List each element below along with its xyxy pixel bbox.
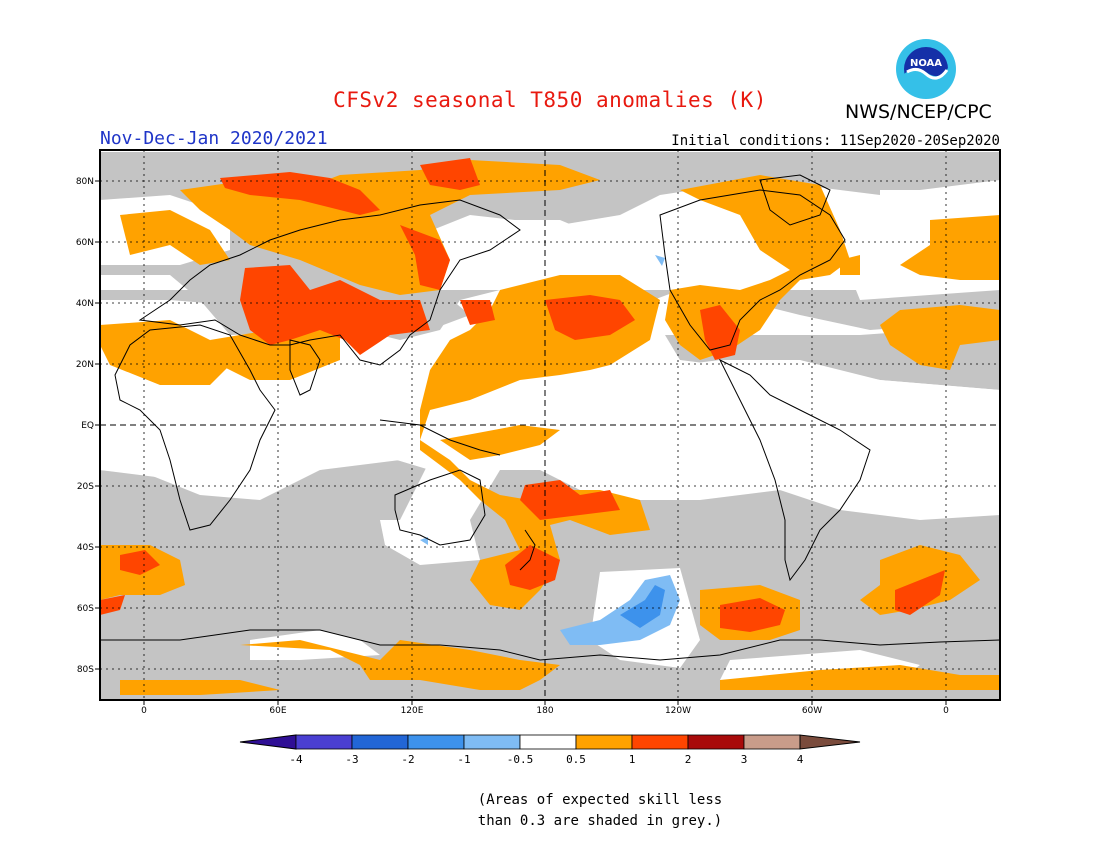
equator-dateline	[100, 150, 1000, 700]
lon-label: 180	[536, 706, 553, 716]
lat-label: EQ	[81, 421, 94, 431]
legend-swatch	[463, 734, 521, 750]
legend-tick-label: -4	[289, 753, 303, 766]
footnote: (Areas of expected skill less than 0.3 a…	[400, 790, 800, 832]
initial-conditions: Initial conditions: 11Sep2020-20Sep2020	[671, 133, 1000, 149]
graticule	[100, 150, 1000, 700]
legend-swatch	[687, 734, 745, 750]
noaa-logo-text: NOAA	[910, 58, 942, 69]
lon-label: 120W	[665, 706, 691, 716]
color-legend: -4 -3 -2 -1 -0.5 0.5 1 2 3 4	[239, 734, 861, 766]
lon-label: 120E	[401, 706, 424, 716]
legend-arrow-right	[799, 734, 861, 750]
legend-swatch	[631, 734, 689, 750]
lon-label: 60E	[269, 706, 286, 716]
legend-swatch	[575, 734, 633, 750]
negative-anomalies	[420, 255, 680, 645]
legend-tick-label: -0.5	[507, 753, 534, 766]
lat-label: 80N	[76, 177, 94, 187]
longitude-labels: 0 60E 120E 180 120W 60W 0	[141, 700, 949, 716]
lat-label: 60N	[76, 238, 94, 248]
legend-tick-label: 3	[741, 753, 748, 766]
lat-label: 40N	[76, 299, 94, 309]
legend-tick-label: -1	[457, 753, 470, 766]
footnote-line-1: (Areas of expected skill less	[477, 792, 723, 808]
lat-label: 20N	[76, 360, 94, 370]
legend-swatch	[407, 734, 465, 750]
map-title: CFSv2 seasonal T850 anomalies (K)	[333, 88, 767, 112]
lat-label: 40S	[77, 543, 94, 553]
lat-label: 80S	[77, 665, 94, 675]
noaa-logo-icon: NOAA	[896, 39, 956, 99]
legend-tick-label: 4	[797, 753, 804, 766]
lat-label: 20S	[77, 482, 94, 492]
lon-label: 0	[943, 706, 949, 716]
lat-label: 60S	[77, 604, 94, 614]
legend-swatch	[295, 734, 353, 750]
lon-label: 0	[141, 706, 147, 716]
forecast-period: Nov-Dec-Jan 2020/2021	[100, 128, 328, 149]
latitude-labels: 80N 60N 40N 20N EQ 20S 40S 60S 80S	[76, 177, 100, 675]
legend-tick-label: 0.5	[566, 753, 586, 766]
legend-tick-label: -2	[401, 753, 414, 766]
footnote-line-2: than 0.3 are shaded in grey.)	[477, 813, 723, 829]
legend-tick-label: -3	[345, 753, 358, 766]
legend-swatch	[351, 734, 409, 750]
coastlines	[100, 174, 1000, 661]
legend-tick-label: 1	[629, 753, 636, 766]
lon-label: 60W	[802, 706, 822, 716]
legend-tick-label: 2	[685, 753, 692, 766]
agency-label: NWS/NCEP/CPC	[845, 101, 992, 123]
legend-arrow-left	[239, 734, 297, 750]
legend-swatch	[743, 734, 801, 750]
legend-swatch	[519, 734, 577, 750]
